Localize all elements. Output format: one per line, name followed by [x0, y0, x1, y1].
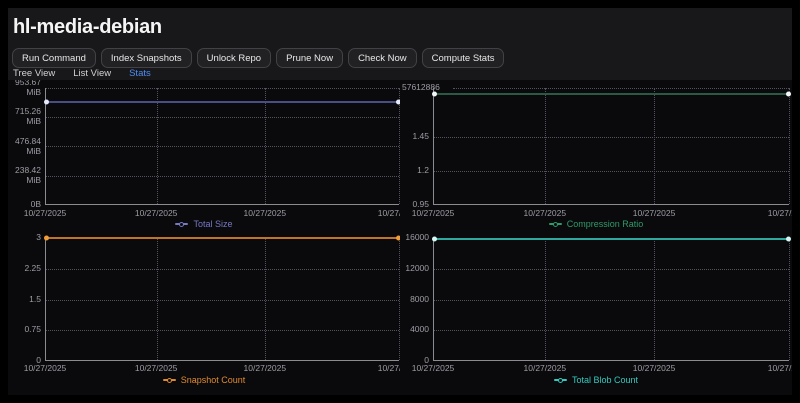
gridline — [434, 269, 789, 270]
x-axis-tick: 10/27/2025 — [633, 208, 676, 218]
x-axis-tick: 10/27/2025 — [135, 363, 178, 373]
legend-total-blob-count[interactable]: Total Blob Count — [400, 375, 792, 385]
gridline — [789, 88, 790, 204]
y-axis-tick: 16000 — [400, 233, 429, 243]
gridline — [46, 88, 399, 89]
plot-area — [433, 88, 789, 205]
x-axis-tick: 10/27/2025 — [633, 363, 676, 373]
app-window: hl-media-debian Run Command Index Snapsh… — [8, 8, 792, 395]
y-axis-tick: 8000 — [400, 295, 429, 305]
x-axis-tick: 10/27/2025 — [412, 208, 455, 218]
y-axis-tick: 953.67 MiB — [8, 80, 41, 98]
gridline — [434, 330, 789, 331]
compute-stats-button[interactable]: Compute Stats — [422, 48, 505, 68]
chart-compression-ratio: 57612886 1.45 1.2 0.95 10/27/2025 10/27/… — [400, 80, 792, 230]
data-point[interactable] — [44, 236, 49, 241]
x-axis-tick: 10/27/2025 — [244, 208, 287, 218]
gridline — [545, 238, 546, 360]
y-axis-tick: 715.26 MiB — [8, 107, 41, 127]
gridline — [46, 176, 399, 177]
x-axis-tick: 10/27/2025 — [135, 208, 178, 218]
line-series-icon — [163, 379, 176, 381]
gridline — [265, 238, 266, 360]
gridline — [434, 137, 789, 138]
unlock-repo-button[interactable]: Unlock Repo — [197, 48, 271, 68]
gridline — [654, 238, 655, 360]
plot-area — [45, 88, 399, 205]
gridline — [46, 330, 399, 331]
gridline — [434, 300, 789, 301]
check-now-button[interactable]: Check Now — [348, 48, 417, 68]
data-point[interactable] — [432, 92, 437, 97]
index-snapshots-button[interactable]: Index Snapshots — [101, 48, 192, 68]
gridline — [157, 238, 158, 360]
gridline — [46, 146, 399, 147]
x-axis-tick: 10/27/2025 — [768, 363, 792, 373]
gridline — [265, 88, 266, 204]
data-point[interactable] — [432, 237, 437, 242]
data-point[interactable] — [786, 237, 791, 242]
x-axis: 10/27/2025 10/27/2025 10/27/2025 10/27/2… — [433, 208, 789, 219]
x-axis: 10/27/2025 10/27/2025 10/27/2025 10/27/2… — [45, 208, 399, 219]
x-axis: 10/27/2025 10/27/2025 10/27/2025 10/27/2… — [433, 363, 789, 374]
y-axis-tick: 2.25 — [8, 264, 41, 274]
stats-charts-grid: 953.67 MiB 715.26 MiB 476.84 MiB 238.42 … — [8, 80, 792, 395]
x-axis-tick: 10/27/2025 — [524, 208, 567, 218]
y-axis-tick: 238.42 MiB — [8, 166, 41, 186]
plot-area — [45, 238, 399, 361]
legend-compression-ratio[interactable]: Compression Ratio — [400, 219, 792, 229]
gridline — [46, 269, 399, 270]
x-axis-tick: 10/27/2025 — [24, 363, 67, 373]
gridline — [157, 88, 158, 204]
gridline — [46, 117, 399, 118]
legend-label: Total Size — [193, 219, 232, 229]
prune-now-button[interactable]: Prune Now — [276, 48, 343, 68]
series-line-compression-ratio — [434, 93, 789, 95]
run-command-button[interactable]: Run Command — [12, 48, 96, 68]
legend-label: Snapshot Count — [181, 375, 246, 385]
x-axis-tick: 10/27/2025 — [524, 363, 567, 373]
y-axis-tick: 4000 — [400, 325, 429, 335]
line-series-icon — [175, 223, 188, 225]
plot-area — [433, 238, 789, 361]
chart-total-blob-count: 16000 12000 8000 4000 0 10/27/2025 10/27… — [400, 230, 792, 395]
x-axis: 10/27/2025 10/27/2025 10/27/2025 10/27/2… — [45, 363, 399, 374]
x-axis-tick: 10/27/2025 — [24, 208, 67, 218]
toolbar: Run Command Index Snapshots Unlock Repo … — [12, 48, 504, 68]
y-axis-tick: 0.75 — [8, 325, 41, 335]
y-axis-tick: 476.84 MiB — [8, 137, 41, 157]
x-axis-tick: 10/27/2025 — [378, 208, 400, 218]
gridline — [46, 300, 399, 301]
legend-label: Compression Ratio — [567, 219, 644, 229]
line-series-icon — [554, 379, 567, 381]
gridline — [789, 238, 790, 360]
y-axis-tick: 3 — [8, 233, 41, 243]
page-title: hl-media-debian — [13, 16, 162, 39]
line-series-icon — [549, 223, 562, 225]
y-axis-tick: 1.2 — [400, 166, 429, 176]
x-axis-tick: 10/27/2025 — [412, 363, 455, 373]
y-axis-tick: 12000 — [400, 264, 429, 274]
legend-total-size[interactable]: Total Size — [8, 219, 400, 229]
series-line-snapshot-count — [46, 237, 399, 239]
series-line-total-blob-count — [434, 238, 789, 240]
data-point[interactable] — [786, 92, 791, 97]
gridline — [545, 88, 546, 204]
x-axis-tick: 10/27/2025 — [378, 363, 400, 373]
chart-total-size: 953.67 MiB 715.26 MiB 476.84 MiB 238.42 … — [8, 80, 400, 230]
y-axis-tick: 1.5 — [8, 295, 41, 305]
chart-snapshot-count: 3 2.25 1.5 0.75 0 10/27/2025 10/27/2025 — [8, 230, 400, 395]
series-line-total-size — [46, 101, 399, 103]
legend-label: Total Blob Count — [572, 375, 638, 385]
gridline — [453, 88, 789, 89]
data-point[interactable] — [44, 100, 49, 105]
x-axis-tick: 10/27/2025 — [768, 208, 792, 218]
gridline — [654, 88, 655, 204]
gridline — [434, 171, 789, 172]
x-axis-tick: 10/27/2025 — [244, 363, 287, 373]
y-axis-tick: 1.45 — [400, 132, 429, 142]
legend-snapshot-count[interactable]: Snapshot Count — [8, 375, 400, 385]
